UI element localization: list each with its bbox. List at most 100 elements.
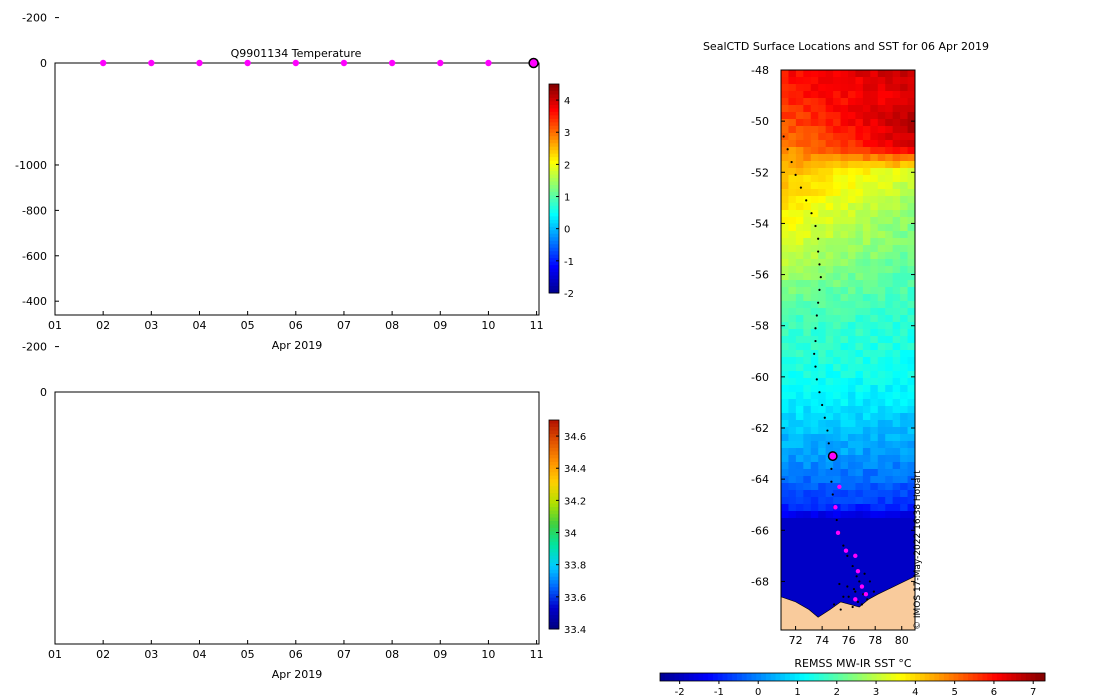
sst-cell bbox=[840, 329, 849, 337]
sst-cell bbox=[833, 469, 842, 477]
colorbar-tick-label: 34 bbox=[564, 529, 577, 540]
sst-cell bbox=[810, 84, 819, 92]
sst-cell bbox=[840, 413, 849, 421]
sst-cell bbox=[885, 371, 894, 379]
sst-cell bbox=[855, 259, 864, 267]
sst-cell bbox=[900, 371, 909, 379]
sst-cell bbox=[907, 273, 915, 281]
sst-cell bbox=[833, 574, 842, 582]
sst-cell bbox=[885, 553, 894, 561]
sst-cell bbox=[885, 525, 894, 533]
colorbar-segment bbox=[549, 87, 559, 92]
sst-cell bbox=[818, 567, 827, 575]
sst-cell bbox=[781, 441, 789, 449]
colorbar-segment bbox=[549, 94, 559, 99]
sst-cell bbox=[810, 259, 819, 267]
colorbar-segment bbox=[549, 562, 559, 567]
colorbar-segment bbox=[549, 202, 559, 207]
sst-cell bbox=[795, 455, 804, 463]
sst-cell bbox=[818, 252, 827, 260]
sst-cell bbox=[825, 308, 834, 316]
sst-cell bbox=[885, 399, 894, 407]
sst-colorbar-segment bbox=[972, 673, 979, 681]
sst-cell bbox=[862, 91, 871, 99]
colorbar-segment bbox=[549, 174, 559, 179]
sst-cell bbox=[781, 210, 789, 218]
sst-cell bbox=[870, 504, 879, 512]
sst-cell bbox=[825, 392, 834, 400]
sst-cell bbox=[781, 238, 789, 246]
sst-cell bbox=[885, 567, 894, 575]
sst-cell bbox=[900, 133, 909, 141]
lat-tick-label: -66 bbox=[751, 524, 769, 537]
sst-cell bbox=[848, 154, 856, 162]
sst-cell bbox=[907, 532, 915, 540]
sst-cell bbox=[810, 245, 819, 253]
sst-cell bbox=[810, 189, 819, 197]
sst-cell bbox=[795, 133, 804, 141]
sst-colorbar: -2 -1 0 1 2 3 4 5 6 7 bbox=[659, 672, 1046, 698]
sst-cell bbox=[900, 161, 909, 169]
sst-cell bbox=[892, 350, 901, 358]
sst-cell bbox=[862, 567, 871, 575]
sst-cell bbox=[885, 287, 894, 295]
sst-cell bbox=[803, 336, 812, 344]
sst-cell bbox=[907, 434, 915, 442]
sst-cell bbox=[855, 497, 864, 505]
sst-cell bbox=[900, 280, 909, 288]
sst-cell bbox=[848, 441, 856, 449]
sst-cell bbox=[900, 112, 909, 120]
sst-cell bbox=[885, 140, 894, 148]
sst-cell bbox=[803, 406, 812, 414]
sst-cell bbox=[833, 476, 842, 484]
sst-cell bbox=[833, 259, 842, 267]
sst-colorbar-segment bbox=[669, 673, 675, 681]
sst-cell bbox=[803, 560, 812, 568]
sst-cell bbox=[818, 203, 827, 211]
sst-colorbar-segment bbox=[1030, 673, 1036, 681]
map-latitude-axis: -48-50-52-54-56-58-60-62-64-66-68 bbox=[751, 64, 915, 588]
sst-cell bbox=[825, 154, 834, 162]
track-marker bbox=[837, 484, 842, 490]
track-point bbox=[814, 339, 817, 343]
sst-cell bbox=[795, 182, 804, 190]
sst-cell bbox=[803, 574, 812, 582]
sst-cell bbox=[892, 196, 901, 204]
sst-cell bbox=[795, 518, 804, 526]
sst-cell bbox=[877, 413, 886, 421]
sst-cell bbox=[885, 168, 894, 176]
sst-cell bbox=[907, 462, 915, 470]
colorbar-segment bbox=[549, 601, 559, 606]
sst-cell bbox=[870, 210, 879, 218]
sst-cell bbox=[862, 140, 871, 148]
sst-cell bbox=[877, 168, 886, 176]
sst-cell bbox=[810, 112, 819, 120]
sst-cell bbox=[862, 273, 871, 281]
sst-cell bbox=[818, 329, 827, 337]
sst-cell bbox=[855, 154, 864, 162]
sst-cell bbox=[810, 140, 819, 148]
sst-cell bbox=[781, 483, 789, 491]
sst-cell bbox=[900, 392, 909, 400]
sst-cell bbox=[825, 147, 834, 155]
sst-cell bbox=[840, 427, 849, 435]
sst-cell bbox=[848, 574, 856, 582]
sst-cell bbox=[810, 602, 819, 610]
sst-cell bbox=[788, 553, 797, 561]
sst-cell bbox=[877, 406, 886, 414]
sst-cell bbox=[788, 441, 797, 449]
sst-cell bbox=[788, 427, 797, 435]
sst-cell bbox=[825, 434, 834, 442]
sst-colorbar-segment bbox=[708, 673, 714, 681]
sst-cell bbox=[781, 224, 789, 232]
sst-cell bbox=[840, 189, 849, 197]
sst-cell bbox=[795, 350, 804, 358]
sst-cell bbox=[870, 560, 879, 568]
colorbar-segment bbox=[549, 188, 559, 193]
sst-cell bbox=[877, 350, 886, 358]
sst-cell bbox=[877, 119, 886, 127]
sst-cell bbox=[810, 553, 819, 561]
sst-cell bbox=[855, 448, 864, 456]
sst-cell bbox=[818, 357, 827, 365]
colorbar-segment bbox=[549, 465, 559, 470]
